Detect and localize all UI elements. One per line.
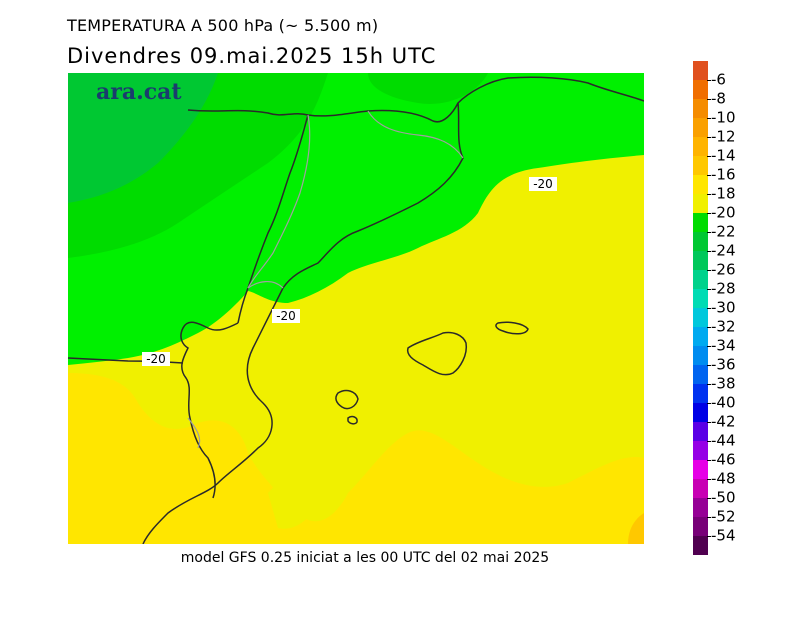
legend-band [693, 270, 708, 289]
legend-tick [707, 460, 711, 461]
svg-text:-20: -20 [533, 177, 553, 191]
legend-label: -42 [711, 412, 736, 431]
legend-tick [707, 194, 711, 195]
legend-label: -14 [711, 146, 736, 165]
legend-band [693, 156, 708, 175]
coastline [68, 76, 644, 544]
color-scale-legend: -6 -8 -10 -12 -14 -16 -18 -20 -22 -24 -26 -28 -30 -32… [693, 61, 736, 555]
orange-corner [628, 513, 644, 544]
legend-tick [707, 156, 711, 157]
legend-label: -30 [711, 298, 736, 317]
legend-band [693, 384, 708, 403]
legend-label: -10 [711, 108, 736, 127]
legend-label: -16 [711, 165, 736, 184]
legend-tick [707, 365, 711, 366]
isotherm-label-1: -20 [529, 177, 557, 191]
legend-tick [707, 99, 711, 100]
legend-band [693, 346, 708, 365]
legend-tick [707, 270, 711, 271]
forecast-date: Divendres 09.mai.2025 15h UTC [67, 44, 437, 68]
legend-band [693, 460, 708, 479]
legend-band [693, 175, 708, 194]
legend-tick [707, 327, 711, 328]
legend-band [693, 498, 708, 517]
legend-color-bar [693, 61, 708, 555]
legend-label: -32 [711, 317, 736, 336]
legend-label: -24 [711, 241, 736, 260]
legend-labels: -6 -8 -10 -12 -14 -16 -18 -20 -22 -24 -26 -28 -30 -32… [707, 61, 791, 555]
legend-tick [707, 517, 711, 518]
legend-band [693, 365, 708, 384]
legend-band [693, 80, 708, 99]
legend-tick [707, 422, 711, 423]
legend-tick [707, 213, 711, 214]
legend-tick [707, 498, 711, 499]
legend-label: -12 [711, 127, 736, 146]
legend-band [693, 422, 708, 441]
legend-tick [707, 384, 711, 385]
legend-tick [707, 118, 711, 119]
legend-label: -18 [711, 184, 736, 203]
legend-band [693, 213, 708, 232]
legend-label: -6 [711, 70, 726, 89]
legend-tick [707, 479, 711, 480]
legend-band [693, 327, 708, 346]
legend-label: -52 [711, 507, 736, 526]
cold-patch-top-right [368, 73, 488, 104]
legend-tick [707, 289, 711, 290]
legend-label: -22 [711, 222, 736, 241]
balearic-islands [335, 321, 529, 425]
legend-band [693, 308, 708, 327]
legend-band [693, 99, 708, 118]
legend-label: -28 [711, 279, 736, 298]
legend-tick [707, 536, 711, 537]
legend-tick [707, 346, 711, 347]
legend-label: -50 [711, 488, 736, 507]
legend-label: -40 [711, 393, 736, 412]
legend-tick [707, 137, 711, 138]
legend-label: -38 [711, 374, 736, 393]
legend-tick [707, 441, 711, 442]
legend-label: -26 [711, 260, 736, 279]
legend-label: -44 [711, 431, 736, 450]
map-title: TEMPERATURA A 500 hPa (~ 5.500 m) [67, 16, 379, 35]
svg-text:-20: -20 [276, 309, 296, 323]
region-borders [187, 110, 464, 449]
legend-label: -36 [711, 355, 736, 374]
legend-band [693, 536, 708, 555]
legend-tick [707, 80, 711, 81]
legend-band [693, 479, 708, 498]
legend-tick [707, 308, 711, 309]
isotherm-label-3: -20 [142, 352, 170, 366]
legend-label: -54 [711, 526, 736, 545]
isotherm-label-2: -20 [272, 309, 300, 323]
legend-label: -20 [711, 203, 736, 222]
legend-band [693, 194, 708, 213]
legend-tick [707, 232, 711, 233]
legend-band [693, 61, 708, 80]
legend-band [693, 441, 708, 460]
legend-band [693, 289, 708, 308]
legend-band [693, 403, 708, 422]
temperature-map: -20 -20 -20 ara.cat [68, 73, 644, 544]
legend-band [693, 517, 708, 536]
legend-label: -34 [711, 336, 736, 355]
legend-label: -8 [711, 89, 726, 108]
legend-tick [707, 175, 711, 176]
legend-label: -46 [711, 450, 736, 469]
svg-text:-20: -20 [146, 352, 166, 366]
legend-band [693, 118, 708, 137]
legend-tick [707, 251, 711, 252]
model-info: model GFS 0.25 iniciat a les 00 UTC del … [180, 550, 550, 566]
legend-band [693, 137, 708, 156]
yellow-tongue [268, 422, 333, 529]
amber-zone [68, 373, 644, 544]
legend-tick [707, 403, 711, 404]
ara-cat-logo: ara.cat [96, 79, 182, 105]
legend-label: -48 [711, 469, 736, 488]
legend-band [693, 232, 708, 251]
legend-band [693, 251, 708, 270]
cold-zone-darkest [68, 73, 218, 203]
